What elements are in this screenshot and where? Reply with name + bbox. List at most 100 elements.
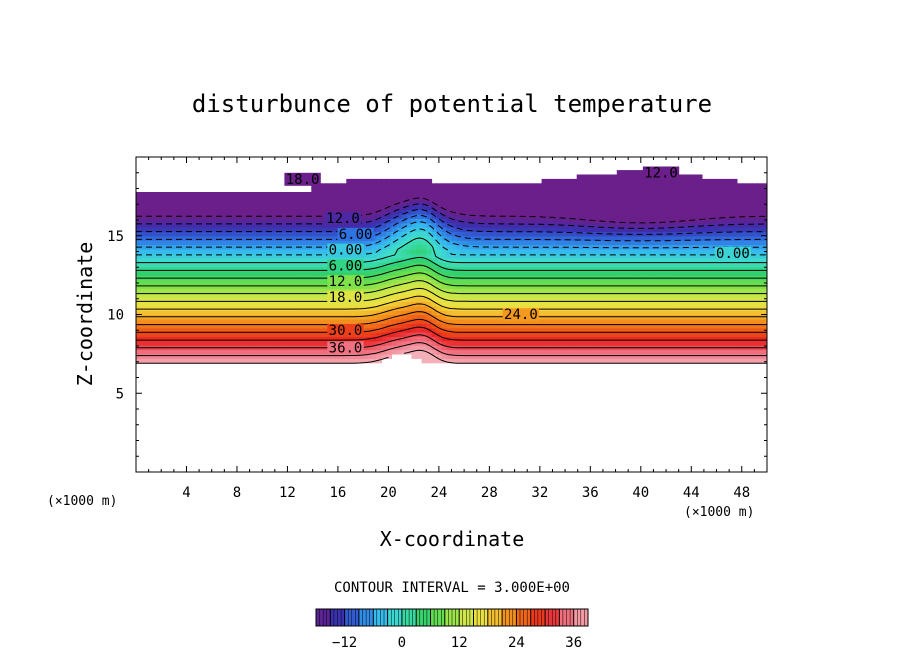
field-cell [391, 332, 397, 337]
field-cell [201, 218, 207, 224]
field-cell [436, 196, 443, 202]
field-cell [506, 213, 513, 219]
field-cell [496, 209, 503, 215]
field-cell [536, 358, 543, 364]
field-cell [711, 288, 718, 294]
field-cell [141, 288, 147, 294]
field-cell [511, 222, 518, 228]
field-cell [381, 235, 387, 241]
field-cell [316, 288, 322, 294]
field-cell [436, 323, 443, 329]
field-cell [391, 323, 397, 329]
field-cell [301, 231, 307, 237]
field-cell [596, 248, 603, 254]
field-cell [431, 262, 438, 267]
field-cell [491, 262, 498, 267]
field-cell [451, 200, 458, 206]
field-cell [236, 222, 242, 228]
field-cell [706, 323, 713, 329]
field-cell [586, 358, 593, 364]
field-cell [541, 200, 548, 206]
field-cell [216, 235, 222, 241]
field-cell [151, 318, 157, 324]
field-cell [481, 340, 488, 346]
field-cell [696, 270, 703, 276]
field-cell [491, 209, 498, 215]
field-cell [436, 301, 443, 307]
field-cell [631, 205, 638, 211]
field-cell [236, 257, 242, 263]
field-cell [576, 305, 583, 311]
field-cell [256, 323, 262, 329]
field-cell [451, 253, 458, 259]
field-cell [246, 358, 252, 364]
field-cell [601, 240, 608, 246]
field-cell [596, 174, 603, 180]
field-cell [476, 183, 483, 189]
field-cell [556, 336, 563, 342]
field-cell [716, 336, 723, 342]
field-cell [471, 279, 478, 285]
field-cell [311, 253, 317, 259]
field-cell [156, 196, 162, 202]
field-cell [151, 349, 157, 355]
field-cell [206, 262, 212, 267]
field-cell [396, 244, 402, 250]
field-cell [541, 262, 548, 267]
field-cell [311, 231, 317, 237]
field-cell [506, 266, 513, 272]
field-cell [461, 244, 468, 250]
field-cell [216, 323, 222, 329]
field-cell [496, 332, 503, 337]
field-cell [551, 240, 558, 246]
field-cell [331, 192, 337, 197]
field-cell [521, 231, 528, 237]
field-cell [737, 209, 743, 215]
field-cell [676, 183, 683, 189]
field-cell [621, 205, 628, 211]
field-cell [426, 332, 433, 337]
field-cell [531, 196, 538, 202]
field-cell [226, 336, 232, 342]
field-cell [211, 279, 217, 285]
field-cell [511, 353, 518, 359]
field-cell [401, 244, 407, 250]
field-cell [486, 310, 493, 316]
field-cell [621, 279, 628, 285]
field-cell [346, 187, 352, 193]
field-cell [711, 262, 718, 267]
field-cell [737, 266, 743, 272]
field-cell [621, 218, 628, 224]
field-cell [186, 227, 192, 232]
field-cell [641, 187, 648, 193]
field-cell [681, 257, 688, 263]
field-cell [406, 279, 412, 285]
field-cell [241, 327, 247, 333]
field-cell [706, 205, 713, 211]
field-cell [481, 209, 488, 215]
field-cell [661, 327, 668, 333]
field-cell [386, 349, 392, 355]
field-cell [161, 257, 167, 263]
field-cell [266, 209, 272, 215]
field-cell [396, 323, 402, 329]
field-cell [421, 336, 428, 342]
field-cell [596, 196, 603, 202]
field-cell [686, 270, 693, 276]
field-cell [291, 248, 297, 254]
field-cell [291, 279, 297, 285]
field-cell [246, 192, 252, 197]
field-cell [226, 327, 232, 333]
field-cell [506, 248, 513, 254]
field-cell [616, 301, 623, 307]
field-cell [141, 200, 147, 206]
field-cell [206, 327, 212, 333]
field-cell [656, 297, 663, 302]
field-cell [521, 235, 528, 241]
field-cell [576, 196, 583, 202]
field-cell [266, 248, 272, 254]
field-cell [186, 292, 192, 298]
field-cell [496, 288, 503, 294]
field-cell [301, 279, 307, 285]
field-cell [556, 353, 563, 359]
